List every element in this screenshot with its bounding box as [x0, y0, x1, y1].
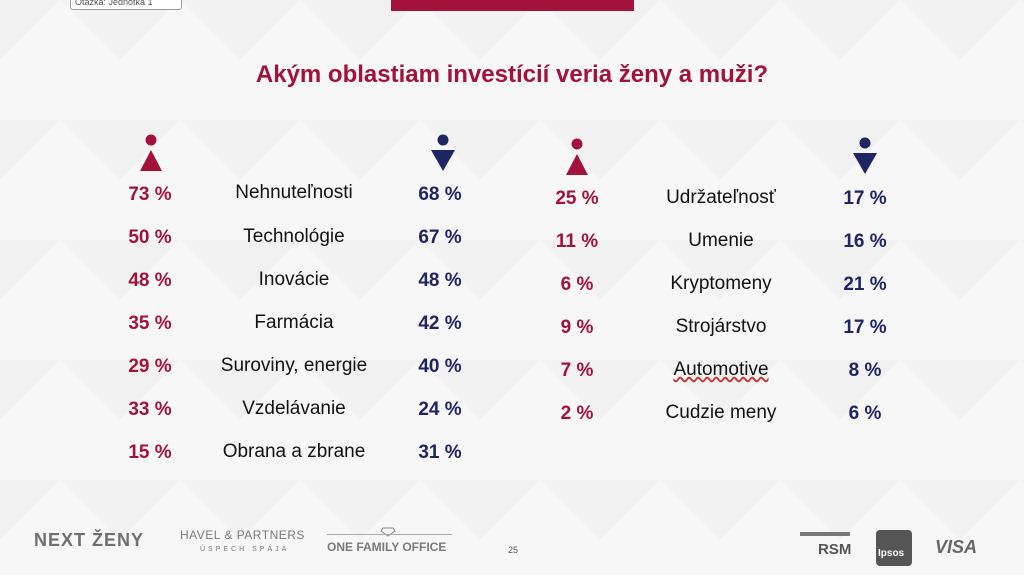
- left-row-women-value: 35 %: [128, 313, 172, 334]
- right-row-label: Udržateľnosť: [666, 187, 776, 208]
- automotive-label: Automotive: [673, 359, 769, 380]
- right-row-women-value: 25 %: [555, 188, 599, 209]
- right-row-women-value: 6 %: [560, 274, 594, 295]
- havel-partners-logo: HAVEL & PARTNERS: [180, 528, 305, 542]
- man-icon: [853, 137, 877, 174]
- diamond-icon: [380, 527, 396, 537]
- right-row-label: Automotive: [621, 359, 821, 381]
- right-row-men-value: 17 %: [843, 317, 887, 338]
- right-row-men-value: 16 %: [843, 231, 887, 252]
- right-row-men-value: 21 %: [843, 274, 887, 295]
- right-row-men-value: 17 %: [843, 188, 887, 209]
- right-row-women-value: 9 %: [560, 317, 594, 338]
- next-zeny-logo: NEXT ŽENY: [34, 530, 145, 550]
- slide-title: Akým oblastiam investícií veria ženy a m…: [255, 61, 769, 88]
- one-family-office-logo: ONE FAMILY OFFICE: [327, 540, 447, 554]
- ipsos-logo-box: [876, 530, 912, 566]
- left-row-women-value: 48 %: [128, 270, 172, 291]
- rsm-logo: RSM: [818, 541, 852, 558]
- woman-icon: [140, 134, 162, 171]
- left-row-label: Suroviny, energie: [220, 355, 368, 376]
- left-row-men-value: 24 %: [418, 399, 462, 420]
- left-row-women-value: 29 %: [128, 356, 172, 377]
- left-row-women-value: 73 %: [128, 184, 172, 205]
- right-row-men-value: 6 %: [848, 403, 882, 424]
- left-row-men-value: 48 %: [418, 270, 462, 291]
- right-row-men-value: 8 %: [848, 360, 882, 381]
- havel-partners-tagline: ÚSPECH SPÁJA: [200, 546, 290, 553]
- left-row-women-value: 33 %: [128, 399, 172, 420]
- left-row-label: Technológie: [243, 226, 345, 247]
- right-row-label: Umenie: [688, 230, 754, 251]
- left-row-women-value: 50 %: [128, 227, 172, 248]
- rsm-bar: [800, 532, 850, 536]
- left-row-label: Farmácia: [254, 312, 334, 333]
- right-row-label: Strojárstvo: [675, 316, 767, 337]
- visa-logo: VISA: [935, 537, 978, 557]
- left-row-women-value: 15 %: [128, 442, 172, 463]
- right-row-women-value: 11 %: [555, 231, 599, 252]
- right-row-label: Kryptomeny: [670, 273, 772, 294]
- right-row-label: Cudzie meny: [665, 402, 777, 423]
- left-row-men-value: 68 %: [418, 184, 462, 205]
- ipsos-logo: Ipsos: [878, 548, 905, 559]
- divider: [327, 534, 452, 535]
- left-row-label: Inovácie: [258, 269, 330, 290]
- man-icon: [431, 134, 455, 171]
- woman-icon: [566, 138, 588, 175]
- left-row-men-value: 42 %: [418, 313, 462, 334]
- left-row-label: Obrana a zbrane: [222, 441, 366, 462]
- right-row-women-value: 7 %: [560, 360, 594, 381]
- left-row-label: Nehnuteľnosti: [235, 182, 353, 203]
- right-row-women-value: 2 %: [560, 403, 594, 424]
- question-badge: Otázka: Jednotka 1: [70, 0, 182, 10]
- left-row-label: Vzdelávanie: [242, 398, 346, 419]
- top-accent-bar: [391, 0, 634, 11]
- page-number: 25: [508, 545, 519, 555]
- left-row-men-value: 40 %: [418, 356, 462, 377]
- left-row-men-value: 67 %: [418, 227, 462, 248]
- left-row-men-value: 31 %: [418, 442, 462, 463]
